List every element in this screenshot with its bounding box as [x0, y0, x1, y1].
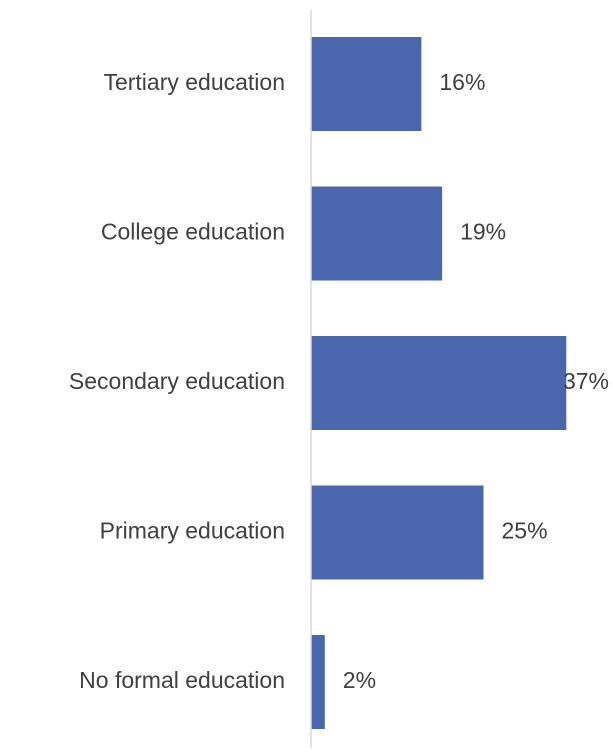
category-label-2: Secondary education [69, 368, 285, 394]
data-label-0: 16% [439, 69, 485, 95]
bar-4 [311, 635, 325, 729]
category-label-4: No formal education [79, 667, 285, 693]
category-label-1: College education [101, 219, 285, 245]
category-label-0: Tertiary education [103, 69, 285, 95]
bar-1 [311, 186, 443, 281]
data-label-1: 19% [460, 219, 506, 245]
bar-0 [311, 37, 422, 131]
bar-2 [311, 336, 567, 430]
data-label-4: 2% [343, 667, 376, 693]
bar-3 [311, 485, 484, 580]
labels-layer: Tertiary education 16% College education 19… [69, 69, 609, 693]
bars-layer [311, 37, 567, 729]
data-label-3: 25% [502, 518, 548, 544]
category-label-3: Primary education [100, 518, 285, 544]
data-label-2: 37% [563, 368, 609, 394]
